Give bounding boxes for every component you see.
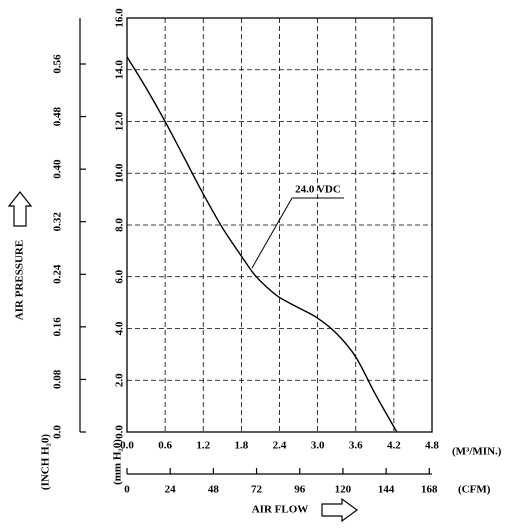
x-tick-label: 4.8: [425, 440, 439, 452]
y2-tick-label: 0.56: [52, 54, 64, 74]
label-leader: [251, 197, 293, 269]
x-tick-label: 4.2: [387, 440, 401, 452]
y-tick-label: 16.0: [114, 8, 126, 28]
y-unit: (mm H₂0): [112, 439, 124, 485]
y2-tick-label: 0.08: [52, 369, 64, 389]
x2-unit: (CFM): [458, 484, 491, 496]
pressure-arrow: [7, 191, 33, 227]
y-tick-label: 4.0: [114, 321, 126, 335]
x2-tick-label: 0: [124, 484, 130, 496]
y2-tick-label: 0.24: [52, 264, 64, 284]
flow-arrow: [321, 497, 359, 523]
x2-tick-label: 168: [421, 484, 438, 496]
x-tick-label: 2.4: [273, 440, 287, 452]
y2-tick-label: 0.16: [52, 317, 64, 337]
y-tick-label: 8.0: [114, 218, 126, 232]
x2-tick-label: 48: [208, 484, 220, 496]
y-tick-label: 14.0: [114, 60, 126, 80]
x-tick-label: 0.0: [120, 440, 134, 452]
x2-tick-label: 72: [251, 484, 263, 496]
y-tick-label: 0.0: [114, 425, 126, 439]
y2-tick-label: 0.40: [52, 159, 64, 179]
y2-tick-label: 0.0: [52, 425, 64, 439]
x-tick-label: 3.6: [349, 440, 363, 452]
y-tick-label: 2.0: [114, 373, 126, 387]
x-tick-label: 1.2: [196, 440, 210, 452]
x-tick-label: 0.6: [158, 440, 172, 452]
x2-tick-label: 24: [165, 484, 177, 496]
x2-tick-label: 96: [294, 484, 306, 496]
y-tick-label: 12.0: [114, 111, 126, 131]
x-tick-label: 3.0: [311, 440, 325, 452]
y-tick-label: 10.0: [114, 163, 126, 183]
y-axis-label: AIR PRESSURE: [14, 240, 26, 320]
x-unit: (M³/MIN.): [452, 446, 502, 458]
y2-tick-label: 0.48: [52, 106, 64, 126]
x-axis-label: AIR FLOW: [252, 504, 309, 516]
x2-tick-label: 120: [335, 484, 352, 496]
curve: [126, 56, 398, 433]
y-tick-label: 6.0: [114, 269, 126, 283]
x2-tick-label: 144: [378, 484, 395, 496]
y2-unit: (INCH H₂0): [40, 434, 52, 490]
x-tick-label: 1.8: [235, 440, 249, 452]
series-label: 24.0 VDC: [295, 184, 341, 196]
y2-tick-label: 0.32: [52, 212, 64, 232]
